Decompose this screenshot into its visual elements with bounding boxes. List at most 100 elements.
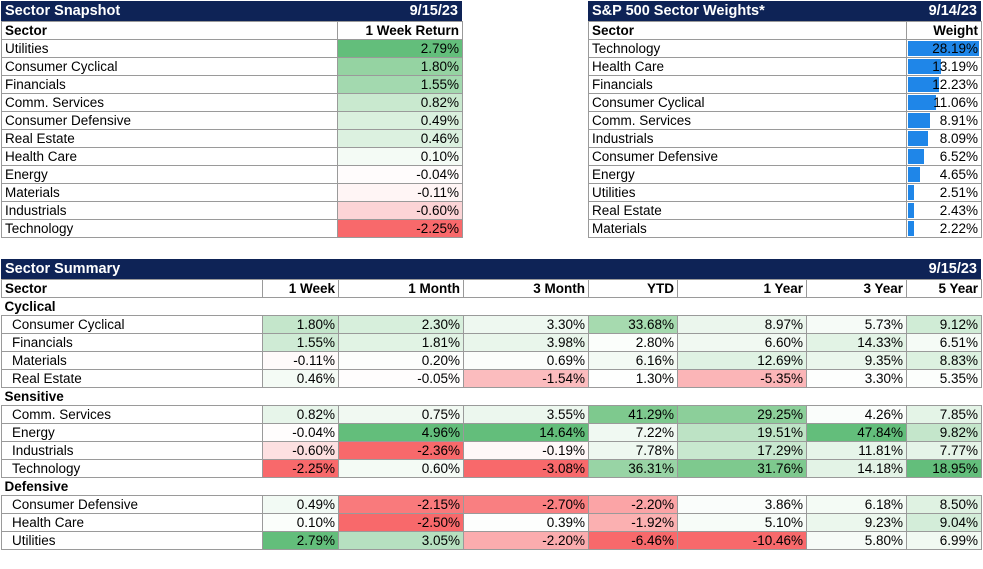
table-row: Consumer Defensive 0.49% xyxy=(1,111,463,130)
sector-name: Comm. Services xyxy=(588,111,907,130)
sector-summary-header: Sector Summary 9/15/23 xyxy=(1,259,981,279)
return-value: 1.80% xyxy=(262,315,339,334)
return-value: 3.86% xyxy=(677,495,807,514)
weight-value: 12.23% xyxy=(932,77,978,92)
sector-summary-panel: Sector Summary 9/15/23 Sector 1 Week 1 Mon… xyxy=(1,259,982,550)
return-value: 0.39% xyxy=(463,513,589,532)
col-header-sector: Sector xyxy=(588,21,907,40)
week-return-value: 2.79% xyxy=(337,39,463,58)
week-return-value: 1.80% xyxy=(337,57,463,76)
weight-value: 2.51% xyxy=(939,185,978,200)
weight-cell: 8.09% xyxy=(906,129,982,148)
sector-name: Real Estate xyxy=(1,369,263,388)
table-row: Consumer Cyclical 1.80% xyxy=(1,57,463,76)
return-value: -2.50% xyxy=(338,513,464,532)
table-row: Comm. Services 8.91% xyxy=(588,111,982,130)
table-row: Utilities 2.79% 3.05% -2.20% -6.46% -10.46% 5.… xyxy=(1,531,982,550)
sector-snapshot-table: Sector 1 Week Return Utilities 2.79% Consu… xyxy=(1,21,463,238)
return-value: 7.78% xyxy=(588,441,678,460)
return-value: 5.35% xyxy=(906,369,982,388)
return-value: -2.20% xyxy=(463,531,589,550)
weight-cell: 4.65% xyxy=(906,165,982,184)
table-row: Real Estate 0.46% xyxy=(1,129,463,148)
sector-name: Energy xyxy=(1,423,263,442)
return-value: -0.04% xyxy=(262,423,339,442)
sector-name: Utilities xyxy=(1,39,338,58)
table-row: Comm. Services 0.82% 0.75% 3.55% 41.29% 29.25… xyxy=(1,405,982,424)
return-value: 0.46% xyxy=(262,369,339,388)
week-return-value: -2.25% xyxy=(337,219,463,238)
weight-data-bar xyxy=(908,167,920,182)
weight-value: 2.22% xyxy=(939,221,978,236)
group-row: Sensitive xyxy=(1,387,982,406)
week-return-value: 0.10% xyxy=(337,147,463,166)
col-header: 1 Week xyxy=(262,279,339,298)
table-row: Materials -0.11% 0.20% 0.69% 6.16% 12.69% 9.35… xyxy=(1,351,982,370)
return-value: 9.82% xyxy=(906,423,982,442)
sector-snapshot-title: Sector Snapshot xyxy=(5,3,121,19)
return-value: -0.19% xyxy=(463,441,589,460)
return-value: 0.82% xyxy=(262,405,339,424)
weight-cell: 12.23% xyxy=(906,75,982,94)
return-value: -1.92% xyxy=(588,513,678,532)
sector-name: Consumer Cyclical xyxy=(1,57,338,76)
return-value: 2.79% xyxy=(262,531,339,550)
return-value: 4.96% xyxy=(338,423,464,442)
sector-summary-title: Sector Summary xyxy=(5,261,121,277)
return-value: -2.70% xyxy=(463,495,589,514)
return-value: 2.30% xyxy=(338,315,464,334)
weight-cell: 8.91% xyxy=(906,111,982,130)
table-row: Financials 1.55% xyxy=(1,75,463,94)
sector-name: Materials xyxy=(1,183,338,202)
week-return-value: -0.11% xyxy=(337,183,463,202)
weight-data-bar xyxy=(908,59,942,74)
weight-data-bar xyxy=(908,185,915,200)
table-row: Real Estate 2.43% xyxy=(588,201,982,220)
return-value: 41.29% xyxy=(588,405,678,424)
return-value: 17.29% xyxy=(677,441,807,460)
weight-value: 6.52% xyxy=(939,149,978,164)
sector-weights-title: S&P 500 Sector Weights* xyxy=(592,3,765,19)
sector-name: Energy xyxy=(1,165,338,184)
table-row: Health Care 13.19% xyxy=(588,57,982,76)
return-value: 8.97% xyxy=(677,315,807,334)
group-row: Cyclical xyxy=(1,297,982,316)
sector-name: Utilities xyxy=(588,183,907,202)
return-value: 1.30% xyxy=(588,369,678,388)
return-value: 7.85% xyxy=(906,405,982,424)
return-value: -0.05% xyxy=(338,369,464,388)
group-row: Defensive xyxy=(1,477,982,496)
week-return-value: -0.60% xyxy=(337,201,463,220)
weight-data-bar xyxy=(908,77,939,92)
return-value: 0.69% xyxy=(463,351,589,370)
weight-cell: 6.52% xyxy=(906,147,982,166)
return-value: 8.83% xyxy=(906,351,982,370)
return-value: 6.51% xyxy=(906,333,982,352)
sector-name: Consumer Defensive xyxy=(1,495,263,514)
sector-snapshot-panel: Sector Snapshot 9/15/23 Sector 1 Week Re… xyxy=(1,1,463,238)
weight-data-bar xyxy=(908,221,914,236)
table-row: Utilities 2.51% xyxy=(588,183,982,202)
weight-cell: 2.22% xyxy=(906,219,982,238)
table-row: Energy -0.04% 4.96% 14.64% 7.22% 19.51% 47.84%… xyxy=(1,423,982,442)
weight-value: 8.09% xyxy=(939,131,978,146)
sector-name: Technology xyxy=(1,219,338,238)
col-header: 3 Year xyxy=(806,279,907,298)
sector-name: Energy xyxy=(588,165,907,184)
sector-weights-header: S&P 500 Sector Weights* 9/14/23 xyxy=(588,1,981,21)
weight-data-bar xyxy=(908,41,979,56)
sector-name: Consumer Defensive xyxy=(1,111,338,130)
table-row: Technology 28.19% xyxy=(588,39,982,58)
return-value: 18.95% xyxy=(906,459,982,478)
weight-cell: 13.19% xyxy=(906,57,982,76)
return-value: 9.12% xyxy=(906,315,982,334)
weight-value: 13.19% xyxy=(932,59,978,74)
sector-name: Industrials xyxy=(1,441,263,460)
return-value: 36.31% xyxy=(588,459,678,478)
table-row: Consumer Defensive 6.52% xyxy=(588,147,982,166)
sector-weights-panel: S&P 500 Sector Weights* 9/14/23 Sector W… xyxy=(588,1,982,238)
return-value: -10.46% xyxy=(677,531,807,550)
return-value: 33.68% xyxy=(588,315,678,334)
return-value: 7.22% xyxy=(588,423,678,442)
return-value: 5.10% xyxy=(677,513,807,532)
